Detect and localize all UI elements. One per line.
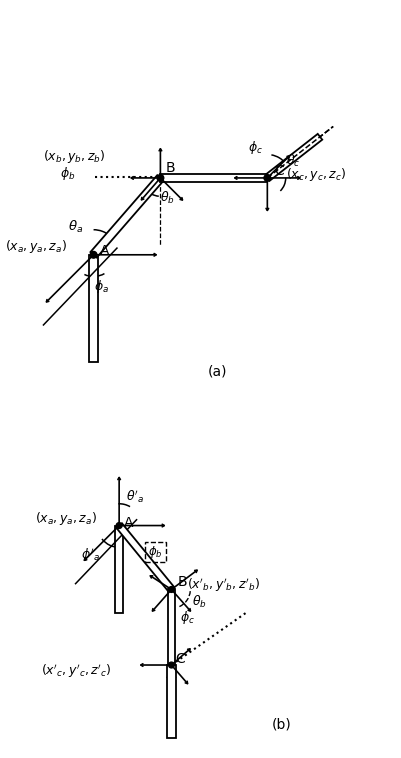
Circle shape [168, 587, 174, 593]
Circle shape [116, 523, 122, 528]
Text: $\phi'_a$: $\phi'_a$ [81, 547, 99, 564]
Text: $(x_b, y_b, z_b)$: $(x_b, y_b, z_b)$ [43, 148, 106, 164]
Circle shape [264, 174, 271, 181]
Circle shape [168, 662, 174, 668]
Polygon shape [167, 665, 176, 738]
Text: C: C [175, 652, 185, 666]
Text: $\phi_a$: $\phi_a$ [94, 278, 109, 295]
Polygon shape [265, 134, 322, 181]
Text: (b): (b) [272, 718, 292, 732]
Text: $(x_c, y_c, z_c)$: $(x_c, y_c, z_c)$ [286, 166, 346, 183]
Polygon shape [160, 174, 267, 182]
Polygon shape [116, 523, 174, 592]
Text: $\phi_b$: $\phi_b$ [148, 543, 163, 559]
Circle shape [157, 174, 164, 181]
Text: $\theta'_a$: $\theta'_a$ [126, 488, 144, 505]
Text: C: C [275, 164, 284, 178]
Text: (a): (a) [207, 364, 227, 378]
Text: $(x_a, y_a, z_a)$: $(x_a, y_a, z_a)$ [35, 510, 97, 527]
Text: $(x_a, y_a, z_a)$: $(x_a, y_a, z_a)$ [5, 238, 67, 255]
Text: $\theta_a$: $\theta_a$ [68, 219, 83, 235]
Circle shape [90, 252, 97, 258]
Polygon shape [89, 255, 98, 362]
Text: $(x'_c, y'_c, z'_c)$: $(x'_c, y'_c, z'_c)$ [41, 662, 111, 680]
Polygon shape [90, 175, 164, 258]
Text: $(x'_b, y'_b, z'_b)$: $(x'_b, y'_b, z'_b)$ [187, 577, 260, 594]
Text: A: A [124, 516, 134, 530]
Text: B: B [165, 161, 175, 175]
Polygon shape [168, 590, 175, 665]
Text: $\phi_c$: $\phi_c$ [180, 609, 195, 626]
Text: B: B [178, 575, 187, 589]
Polygon shape [115, 525, 123, 612]
Text: $\theta_b$: $\theta_b$ [192, 594, 207, 609]
Text: $\theta_b$: $\theta_b$ [160, 190, 175, 206]
Text: A: A [99, 244, 109, 258]
Text: $\theta_c$: $\theta_c$ [286, 153, 301, 169]
Text: $\phi_c$: $\phi_c$ [248, 139, 263, 155]
Text: $\phi_b$: $\phi_b$ [60, 165, 75, 183]
Bar [145, 541, 166, 562]
